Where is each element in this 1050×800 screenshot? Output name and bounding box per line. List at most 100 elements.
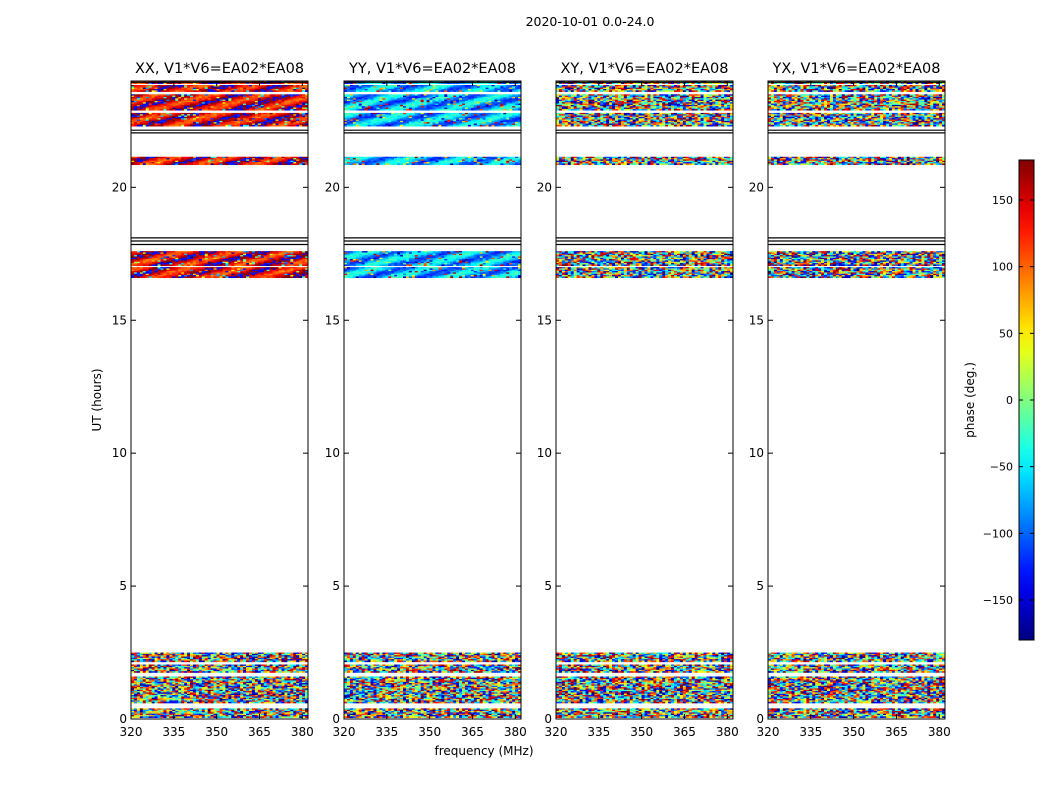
phase-cell bbox=[281, 689, 285, 692]
phase-cell bbox=[198, 119, 203, 122]
phase-cell bbox=[293, 102, 297, 104]
phase-cell bbox=[293, 677, 297, 680]
phase-cell bbox=[275, 257, 279, 260]
phase-cell bbox=[260, 652, 265, 655]
phase-cell bbox=[181, 96, 185, 99]
phase-cell bbox=[154, 680, 158, 683]
phase-cell bbox=[278, 271, 282, 273]
phase-cell bbox=[157, 104, 161, 107]
phase-cell bbox=[237, 264, 241, 267]
phase-cell bbox=[305, 689, 308, 692]
phase-cell bbox=[275, 116, 279, 119]
phase-cell bbox=[136, 685, 141, 688]
phase-cell bbox=[181, 667, 185, 669]
phase-cell bbox=[237, 103, 241, 106]
phase-cell bbox=[157, 94, 161, 96]
phase-cell bbox=[145, 122, 149, 124]
phase-cell bbox=[184, 118, 188, 120]
phase-cell bbox=[263, 668, 267, 671]
phase-cell bbox=[278, 713, 282, 716]
phase-cell bbox=[190, 253, 194, 256]
phase-cell bbox=[175, 699, 179, 701]
phase-cell bbox=[266, 712, 270, 714]
phase-cell bbox=[160, 115, 164, 118]
phase-cell bbox=[145, 660, 149, 663]
phase-cell bbox=[207, 677, 211, 680]
phase-cell bbox=[139, 256, 144, 259]
phase-cell bbox=[281, 263, 285, 265]
phase-cell bbox=[272, 268, 276, 271]
phase-cell bbox=[269, 691, 273, 693]
phase-cell bbox=[142, 695, 147, 697]
phase-cell bbox=[154, 156, 158, 159]
phase-cell bbox=[207, 676, 211, 679]
phase-cell bbox=[172, 96, 176, 99]
phase-cell bbox=[257, 271, 262, 273]
phase-cell bbox=[145, 697, 149, 700]
phase-cell bbox=[154, 652, 158, 655]
phase-cell bbox=[219, 119, 223, 122]
phase-cell bbox=[240, 657, 244, 660]
phase-cell bbox=[287, 272, 291, 275]
phase-cell bbox=[222, 713, 226, 716]
phase-cell bbox=[142, 263, 147, 265]
phase-cell bbox=[254, 163, 259, 166]
phase-cell bbox=[272, 699, 276, 701]
phase-cell bbox=[163, 259, 167, 261]
phase-cell bbox=[266, 112, 270, 115]
phase-cell bbox=[192, 715, 197, 717]
phase-cell bbox=[151, 261, 155, 264]
phase-cell bbox=[237, 696, 241, 699]
phase-cell bbox=[216, 120, 220, 123]
phase-cell bbox=[278, 697, 282, 700]
phase-cell bbox=[287, 269, 291, 272]
phase-cell bbox=[231, 652, 235, 655]
phase-cell bbox=[157, 98, 161, 100]
phase-cell bbox=[201, 267, 206, 269]
phase-cell bbox=[293, 123, 297, 126]
phase-cell bbox=[254, 96, 259, 99]
phase-cell bbox=[237, 669, 241, 672]
phase-cell bbox=[234, 660, 238, 663]
phase-cell bbox=[225, 687, 229, 689]
phase-cell bbox=[210, 256, 214, 259]
phase-cell bbox=[136, 159, 141, 162]
phase-cell bbox=[207, 684, 211, 687]
phase-cell bbox=[225, 712, 229, 714]
phase-cell bbox=[293, 94, 297, 96]
phase-cell bbox=[154, 693, 158, 696]
phase-cell bbox=[234, 669, 238, 672]
phase-cell bbox=[240, 160, 244, 163]
phase-cell bbox=[275, 655, 279, 657]
phase-cell bbox=[213, 98, 217, 100]
phase-cell bbox=[207, 709, 211, 712]
phase-cell bbox=[216, 697, 220, 700]
phase-cell bbox=[172, 100, 176, 103]
phase-cell bbox=[272, 689, 276, 692]
phase-cell bbox=[145, 677, 149, 680]
phase-cell bbox=[243, 683, 247, 685]
phase-cell bbox=[290, 657, 294, 660]
phase-cell bbox=[240, 118, 244, 120]
phase-cell bbox=[190, 267, 194, 269]
phase-cell bbox=[263, 102, 267, 104]
phase-cell bbox=[302, 681, 306, 684]
phase-cell bbox=[302, 123, 306, 126]
phase-cell bbox=[269, 259, 273, 261]
phase-cell bbox=[231, 711, 235, 713]
phase-cell bbox=[269, 264, 273, 267]
phase-cell bbox=[181, 255, 185, 257]
phase-cell bbox=[231, 115, 235, 118]
phase-cell bbox=[234, 271, 238, 273]
phase-cell bbox=[237, 688, 241, 691]
phase-cell bbox=[154, 124, 158, 127]
phase-cell bbox=[157, 667, 161, 669]
phase-cell bbox=[305, 669, 308, 672]
phase-cell bbox=[284, 691, 288, 693]
phase-cell bbox=[166, 709, 170, 712]
phase-cell bbox=[198, 257, 203, 260]
phase-cell bbox=[190, 255, 194, 257]
phase-cell bbox=[184, 163, 188, 166]
phase-cell bbox=[263, 660, 267, 663]
phase-cell bbox=[296, 116, 300, 119]
